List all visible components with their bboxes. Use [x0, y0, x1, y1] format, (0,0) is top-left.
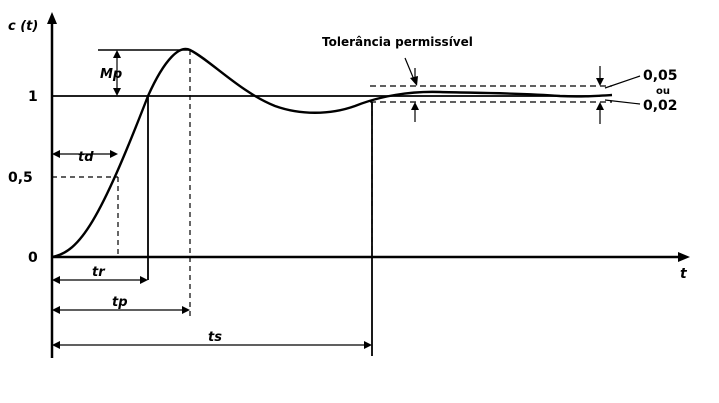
td-arrowhead-right — [110, 150, 118, 158]
tick-label-1: 1 — [28, 89, 38, 105]
tick-label-half: 0,5 — [8, 170, 33, 186]
peak-time-label: tp — [112, 295, 128, 310]
tolerance-ou: ou — [656, 86, 670, 97]
rise-time-label: tr — [92, 265, 106, 280]
tolerance-002: 0,02 — [643, 98, 678, 114]
settling-time-label: ts — [208, 330, 222, 345]
td-arrowhead-left — [52, 150, 60, 158]
tp-arrowhead-right — [182, 306, 190, 314]
x-axis-label: t — [680, 266, 688, 282]
ts-arrowhead-left — [52, 341, 60, 349]
tol-leader-002 — [604, 99, 641, 105]
tolerance-005: 0,05 — [643, 68, 678, 84]
tolerance-title: Tolerância permissível — [322, 35, 473, 49]
overshoot-arrowhead-down — [113, 88, 121, 96]
tr-arrowhead-right — [140, 276, 148, 284]
tr-arrowhead-left — [52, 276, 60, 284]
tolerance-right-head-up — [596, 78, 604, 86]
y-axis-label: c (t) — [8, 19, 38, 34]
ts-arrowhead-right — [364, 341, 372, 349]
y-axis-arrow — [47, 12, 57, 24]
overshoot-label: Mp — [100, 67, 122, 82]
tp-arrowhead-left — [52, 306, 60, 314]
tolerance-right-head-down — [596, 102, 604, 110]
tolerance-pointer-head — [410, 76, 418, 86]
tick-label-0: 0 — [28, 250, 38, 266]
delay-time-label: td — [78, 150, 94, 165]
tol-leader-005 — [604, 75, 641, 89]
response-curve — [51, 47, 613, 259]
overshoot-arrowhead-up — [113, 50, 121, 58]
tolerance-mid-arrowhead — [411, 102, 419, 110]
x-axis-arrow — [678, 252, 690, 262]
